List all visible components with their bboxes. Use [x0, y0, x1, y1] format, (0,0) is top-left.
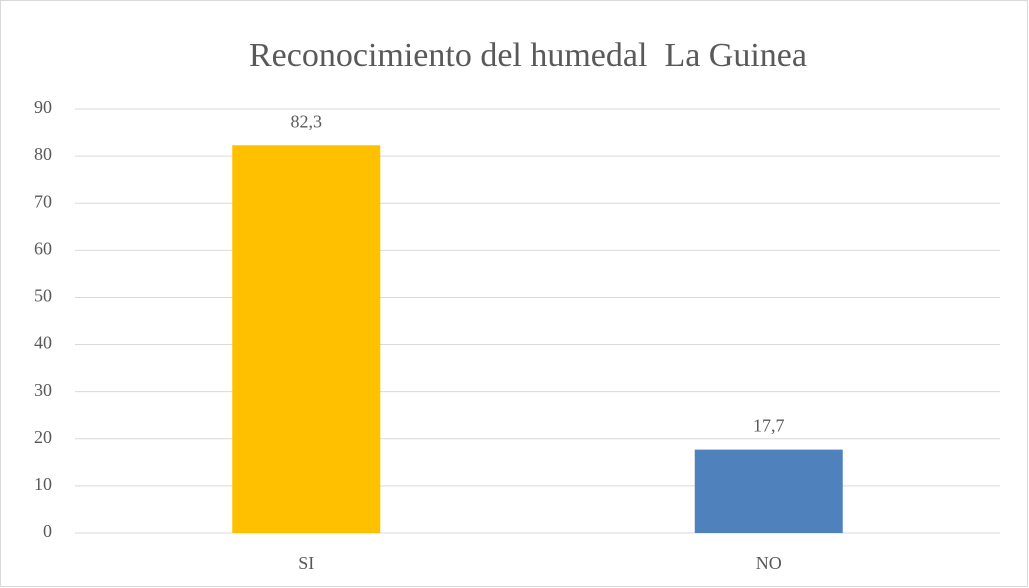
y-tick-label: 50 [34, 286, 52, 306]
data-label: 82,3 [291, 111, 323, 131]
y-tick-label: 70 [34, 191, 52, 211]
y-tick-label: 10 [34, 474, 52, 494]
data-label: 17,7 [753, 416, 785, 436]
bar [232, 145, 381, 533]
x-tick-label: SI [298, 553, 314, 573]
y-tick-label: 30 [34, 380, 52, 400]
x-tick-label: NO [756, 553, 782, 573]
y-tick-label: 40 [34, 333, 52, 353]
chart-title: Reconocimiento del humedal La Guinea [249, 37, 807, 74]
y-tick-label: 20 [34, 427, 52, 447]
y-tick-label: 80 [34, 144, 52, 164]
y-tick-label: 90 [34, 97, 52, 117]
bar [694, 449, 843, 533]
y-tick-label: 0 [43, 521, 52, 541]
y-tick-label: 60 [34, 238, 52, 258]
